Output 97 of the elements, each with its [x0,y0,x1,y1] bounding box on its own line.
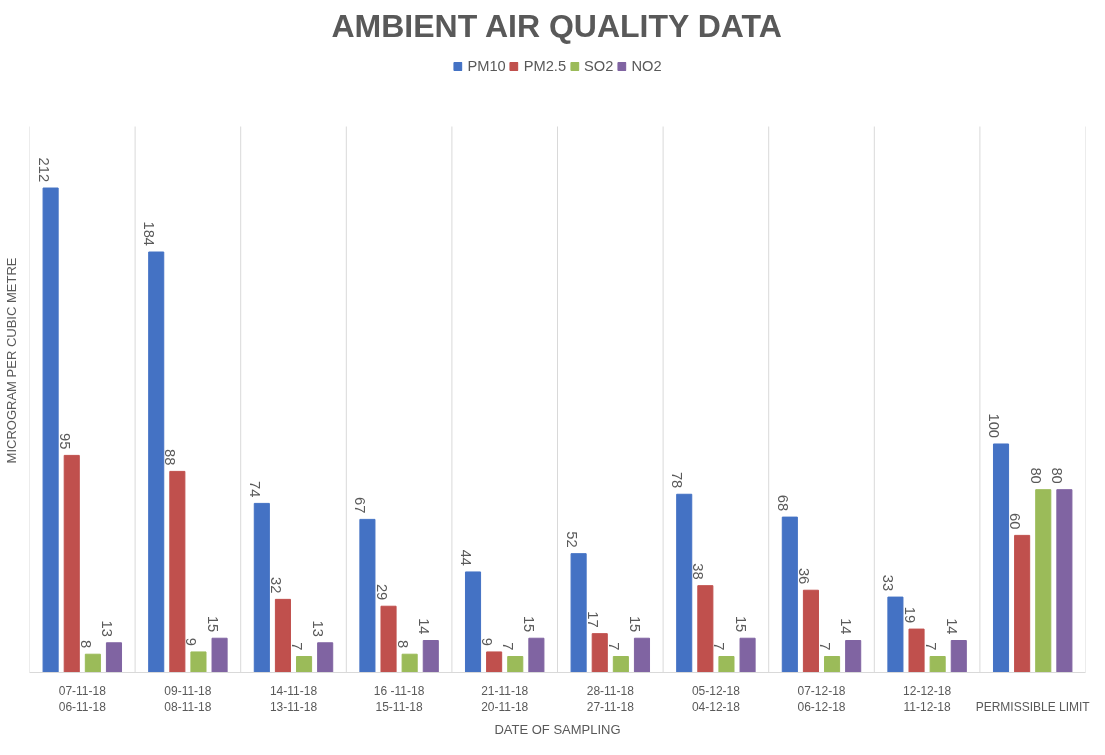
bar [739,637,756,673]
x-tick-label: 28-11-18 27-11-18 [586,683,635,715]
data-label: 36 [795,567,812,585]
x-tick-label: 09-11-18 08-11-18 [164,683,212,715]
data-label: 33 [880,574,897,592]
data-label: 14 [415,618,432,635]
bar [697,585,714,673]
bar [950,640,967,673]
bar [253,502,270,673]
bar [63,454,80,673]
bar [190,651,207,673]
bar [887,596,904,673]
data-label: 14 [943,618,960,635]
x-tick-label: 14-11-18 13-11-18 [269,683,318,715]
bar [42,187,59,673]
bar [676,493,693,673]
bar [84,653,101,673]
data-label: 15 [626,615,643,633]
bar [380,605,397,673]
x-tick-label: PERMISSIBLE LIMIT [975,700,1091,715]
data-label: 29 [373,583,390,601]
x-tick-label: 21-11-18 20-11-18 [481,683,529,715]
bar [1035,489,1052,673]
data-label: 80 [1028,467,1045,484]
bar [486,651,503,673]
data-label: 8 [77,640,94,649]
data-label: 38 [690,563,707,580]
bar [802,589,819,673]
data-label: 60 [1007,513,1024,530]
bar [718,656,735,673]
data-label: 100 [986,413,1003,438]
bar [591,633,608,673]
bar [908,628,925,673]
data-label: 13 [310,620,327,637]
bar [422,640,439,673]
x-tick-label: 07-12-18 06-12-18 [797,683,846,715]
data-label: 32 [267,577,284,594]
x-tick-label: 16 -11-18 15-11-18 [373,683,425,715]
data-label: 8 [394,640,411,649]
x-tick-label: 05-12-18 04-12-18 [691,683,741,715]
data-label: 7 [922,642,939,651]
data-label: 7 [605,642,622,651]
bar [105,642,123,673]
data-label: 19 [901,606,918,624]
data-label: 80 [1049,467,1066,484]
bar [359,518,376,673]
bar [464,571,482,673]
bar [845,640,862,673]
data-label: 9 [479,637,496,646]
legend-label: PM2.5 [523,58,567,74]
x-tick-label: 12-12-18 11-12-18 [903,683,952,715]
data-label: 7 [289,642,306,651]
data-label: 7 [711,642,728,651]
data-label: 15 [204,615,221,633]
data-label: 52 [563,531,580,548]
bar [211,637,228,673]
y-axis-title: MICROGRAM PER CUBIC METRE [3,257,19,464]
x-tick-label: 07-11-18 06-11-18 [58,683,107,715]
bar [824,656,841,673]
bar [612,656,629,673]
data-label: 17 [584,611,601,628]
data-label: 44 [458,549,475,566]
bar [929,656,946,673]
data-label: 184 [141,221,158,247]
bar [633,637,651,673]
data-label: 14 [838,618,855,635]
bar [169,470,186,673]
data-label: 9 [183,637,200,646]
data-label: 7 [817,642,834,651]
data-label: 95 [56,433,73,450]
legend-label: SO2 [584,58,614,74]
data-label: 15 [732,615,749,633]
bar [570,553,587,673]
data-label: 68 [774,494,791,512]
legend-label: NO2 [631,58,662,74]
data-label: 212 [35,157,52,183]
data-label: 67 [352,497,369,514]
data-label: 13 [98,620,115,637]
data-label: 88 [162,449,179,466]
bar [1014,534,1031,673]
data-label: 78 [669,471,686,489]
bar [1056,489,1073,673]
bar [507,656,524,673]
data-label: 15 [521,615,538,633]
x-axis-title: DATE OF SAMPLING [494,722,621,738]
bar [992,443,1010,673]
data-label: 7 [500,642,517,651]
legend-label: PM10 [467,58,506,74]
bar [296,656,313,673]
bar [528,637,545,673]
bar [274,598,291,673]
data-label: 74 [246,481,263,498]
bar [317,642,334,673]
bar [781,516,798,673]
chart-title: AMBIENT AIR QUALITY DATA [331,7,782,44]
bar [148,251,165,673]
bar [401,653,418,673]
